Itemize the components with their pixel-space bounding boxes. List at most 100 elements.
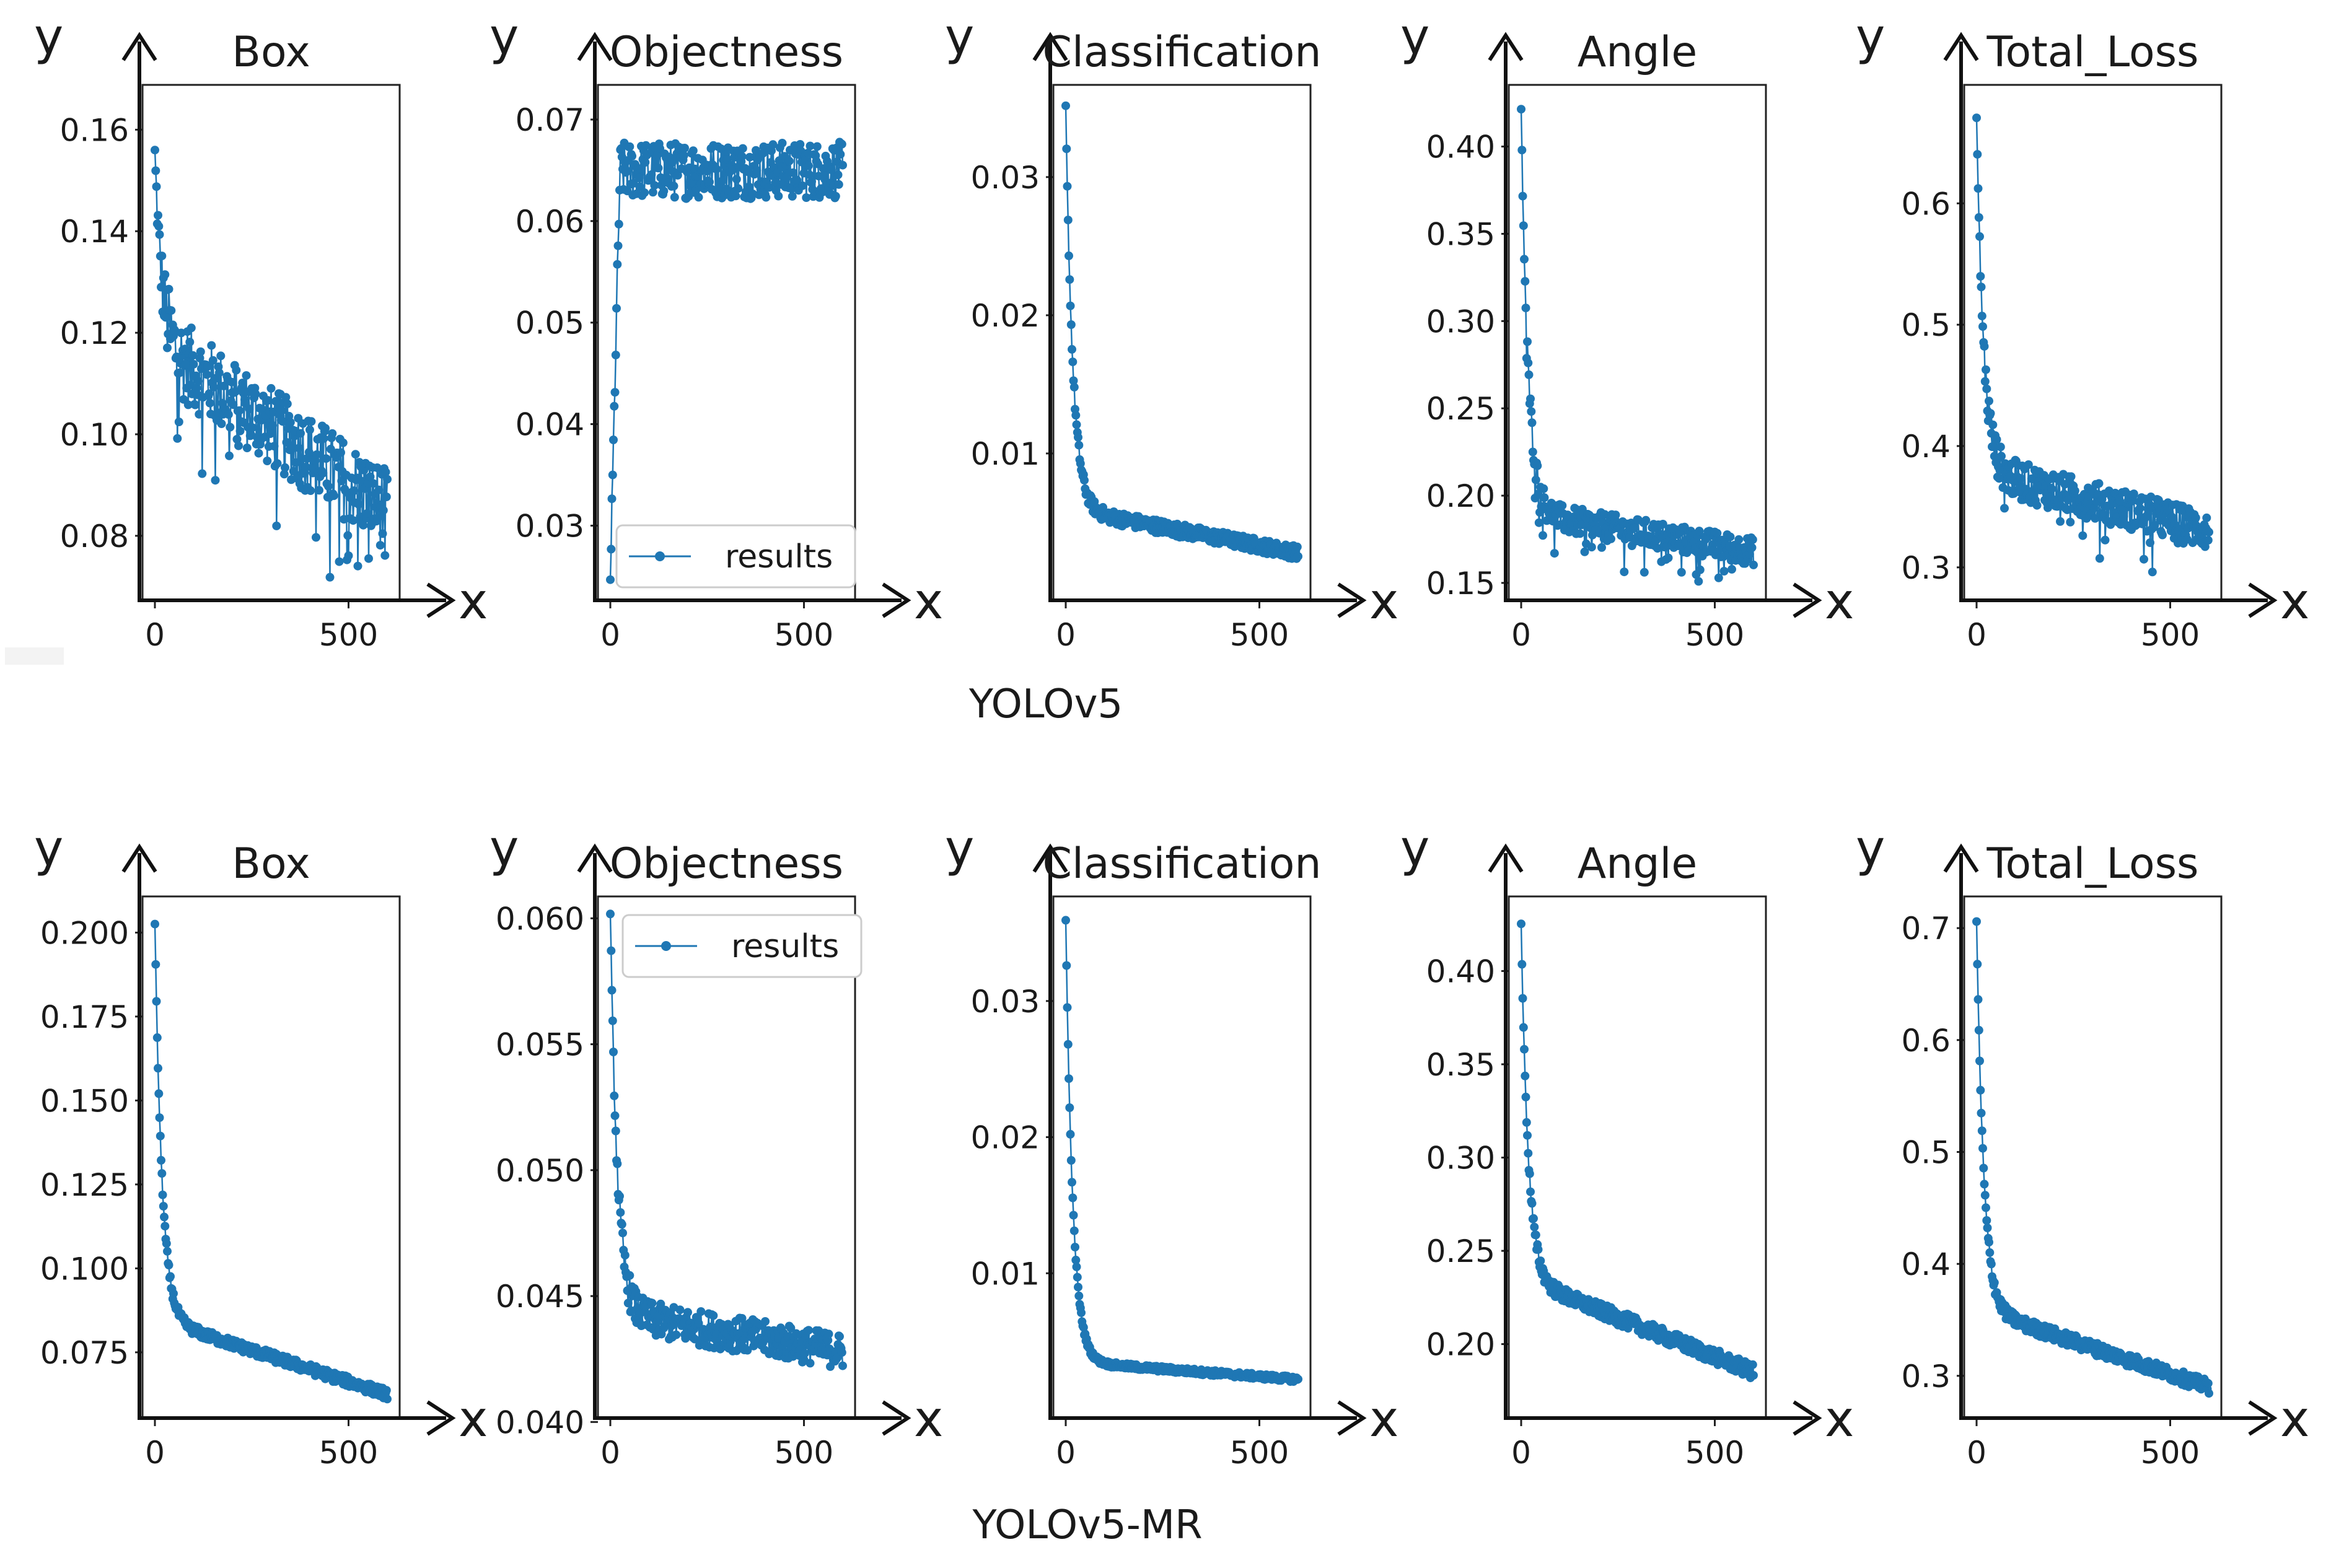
y-tick-label: 0.100 bbox=[40, 1251, 129, 1287]
data-point bbox=[1975, 1056, 1984, 1066]
data-point bbox=[1977, 1108, 1986, 1118]
data-point bbox=[1677, 567, 1686, 577]
chart-yolov5-mr-angle: 0.20 0.25 0.30 0.35 0.40 0 500 x y Angle bbox=[1400, 820, 1854, 1471]
data-point bbox=[1524, 358, 1533, 367]
x-tick-label: 0 bbox=[145, 1435, 165, 1471]
data-point bbox=[607, 986, 617, 995]
data-point bbox=[606, 909, 615, 919]
legend: results bbox=[621, 914, 863, 978]
data-point bbox=[1985, 396, 1993, 406]
data-point bbox=[1726, 532, 1735, 541]
data-point bbox=[321, 424, 330, 433]
data-point bbox=[242, 444, 252, 452]
data-point bbox=[1518, 994, 1527, 1003]
x-axis-letter: x bbox=[914, 1390, 943, 1448]
data-point bbox=[335, 557, 344, 566]
data-point bbox=[359, 520, 368, 530]
data-point bbox=[1977, 1126, 1986, 1136]
x-arrowhead bbox=[1337, 1400, 1367, 1436]
data-point bbox=[1533, 461, 1542, 470]
data-point bbox=[623, 1299, 633, 1308]
data-point bbox=[229, 400, 238, 410]
data-point bbox=[289, 466, 298, 476]
data-point bbox=[1528, 447, 1537, 457]
y-tick-label: 0.40 bbox=[1426, 129, 1495, 165]
y-tick-label: 0.6 bbox=[1901, 186, 1951, 222]
data-point bbox=[2203, 536, 2213, 545]
data-point bbox=[679, 151, 688, 160]
data-point bbox=[374, 485, 384, 494]
data-point bbox=[610, 1091, 619, 1100]
data-point bbox=[806, 141, 815, 151]
data-point bbox=[203, 362, 212, 371]
data-point bbox=[1517, 105, 1525, 114]
data-point bbox=[2070, 486, 2079, 496]
data-point bbox=[837, 1348, 846, 1357]
data-point bbox=[1979, 1163, 1988, 1173]
data-point bbox=[761, 1317, 770, 1326]
data-point bbox=[296, 429, 305, 438]
scan-artifact bbox=[5, 647, 64, 665]
data-point bbox=[1534, 518, 1543, 527]
data-point bbox=[154, 1089, 164, 1098]
x-tick-label: 0 bbox=[600, 617, 620, 653]
data-point bbox=[162, 1239, 171, 1248]
data-point bbox=[1597, 543, 1606, 552]
plot-frame bbox=[1052, 895, 1312, 1420]
data-point bbox=[1524, 1149, 1533, 1158]
x-arrowhead bbox=[1337, 582, 1367, 618]
data-point bbox=[1976, 1085, 1985, 1095]
data-point bbox=[1539, 484, 1548, 493]
x-tick-label: 0 bbox=[1967, 1435, 1986, 1471]
data-point bbox=[734, 184, 743, 193]
data-point bbox=[183, 400, 193, 410]
data-point bbox=[304, 448, 314, 457]
data-point bbox=[1527, 418, 1537, 427]
data-point bbox=[2205, 527, 2213, 537]
data-point bbox=[1982, 384, 1991, 393]
data-point bbox=[375, 541, 385, 550]
data-point bbox=[634, 173, 644, 183]
data-point bbox=[1074, 1291, 1084, 1300]
y-axis-letter: y bbox=[489, 8, 519, 66]
data-point bbox=[796, 140, 805, 149]
data-point bbox=[1521, 304, 1530, 313]
data-point bbox=[227, 377, 236, 387]
data-point bbox=[281, 393, 291, 402]
data-point bbox=[1521, 1071, 1530, 1080]
data-point bbox=[743, 1346, 752, 1355]
y-axis-letter: y bbox=[1400, 820, 1429, 877]
data-point bbox=[688, 146, 698, 155]
y-axis-letter: y bbox=[1856, 820, 1885, 877]
data-point bbox=[1294, 552, 1302, 561]
data-point bbox=[305, 425, 314, 434]
data-point bbox=[2016, 474, 2026, 483]
data-point bbox=[1071, 411, 1081, 420]
data-point bbox=[163, 343, 172, 353]
data-point bbox=[1072, 420, 1081, 429]
data-point bbox=[278, 406, 286, 415]
data-point bbox=[224, 410, 233, 419]
data-point bbox=[834, 180, 843, 189]
chart-yolov5-total_loss: 0.3 0.4 0.5 0.6 0 500 x y Total_Loss bbox=[1856, 8, 2309, 653]
data-point bbox=[354, 500, 363, 509]
data-point bbox=[188, 351, 198, 360]
data-point bbox=[208, 356, 217, 365]
x-tick-label: 500 bbox=[1685, 617, 1744, 653]
data-point bbox=[160, 1212, 169, 1222]
y-arrowhead bbox=[1488, 843, 1524, 873]
data-point bbox=[615, 1191, 624, 1201]
y-tick-label: 0.30 bbox=[1426, 1141, 1495, 1176]
data-point bbox=[783, 1332, 792, 1341]
x-tick-label: 500 bbox=[319, 1435, 378, 1471]
data-point bbox=[1658, 520, 1667, 528]
data-point bbox=[1061, 916, 1070, 925]
data-point bbox=[263, 457, 272, 465]
data-point bbox=[272, 521, 281, 530]
x-arrowhead bbox=[2248, 582, 2278, 618]
data-point bbox=[1529, 1214, 1538, 1223]
data-point bbox=[1068, 344, 1076, 354]
data-point bbox=[286, 418, 295, 427]
series-results bbox=[1972, 917, 2213, 1398]
legend-label: results bbox=[725, 538, 833, 576]
